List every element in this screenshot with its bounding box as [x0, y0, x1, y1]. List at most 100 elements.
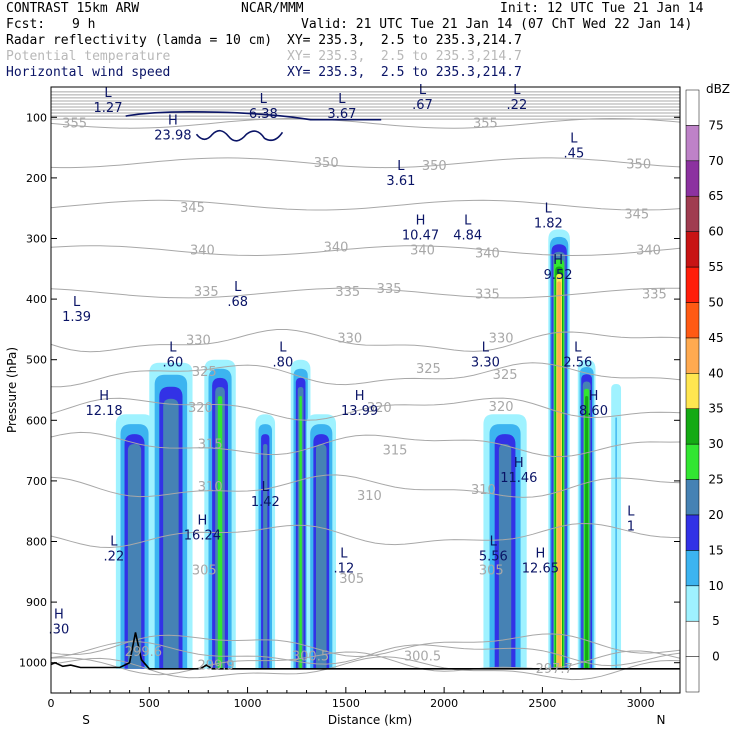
- wind-extremum-kind: L: [73, 295, 81, 310]
- wind-extremum-kind: H: [416, 213, 426, 228]
- theta-label: 330: [489, 332, 514, 347]
- wind-extremum-kind: L: [574, 341, 582, 356]
- wind-extremum-kind: L: [419, 83, 427, 98]
- colorbar-level: 75: [708, 118, 723, 132]
- colorbar-level: 10: [708, 579, 723, 593]
- colorbar-swatch: [685, 656, 700, 693]
- colorbar-level: 40: [708, 366, 723, 380]
- wind-extremum-kind: L: [627, 504, 635, 519]
- theta-label: 335: [475, 287, 500, 302]
- theta-contour-355: [51, 117, 680, 129]
- theta-contour-310: [51, 474, 680, 498]
- theta-contour-299.6: [51, 641, 680, 667]
- wind-extremum-kind: L: [234, 280, 242, 295]
- x-tick-label: 1500: [332, 697, 360, 710]
- reflectivity-column-5-20dbz: [316, 444, 327, 669]
- theta-label: 315: [383, 444, 408, 459]
- theta-label: 335: [642, 287, 667, 302]
- field-name-wind: Horizontal wind speed: [6, 65, 171, 80]
- wind-extremum-value: 1.27: [94, 101, 123, 116]
- theta-contour-350: [51, 157, 680, 169]
- wind-extremum-value: .45: [564, 147, 585, 162]
- contour-labels: 355 355 350 350 350 345 345 340 340 340 340 340 335 3…: [49, 83, 667, 677]
- colorbar-swatch: [685, 585, 700, 622]
- reflectivity-column-6-20dbz: [498, 444, 512, 669]
- wind-extremum-kind: L: [338, 92, 346, 107]
- field-name-reflectivity: Radar reflectivity (lamda = 10 cm): [6, 33, 273, 48]
- wind-extremum-value: 9.52: [544, 268, 573, 283]
- theta-label: 320: [367, 401, 392, 416]
- model-title: CONTRAST 15km ARW: [6, 1, 140, 16]
- north-label: N: [657, 713, 666, 727]
- colorbar-level: 25: [708, 473, 723, 487]
- theta-contour-320: [51, 397, 680, 421]
- wind-extremum-value: .67: [412, 98, 433, 113]
- field-xy-reflectivity: XY= 235.3, 2.5 to 235.3,214.7: [287, 33, 522, 48]
- wind-extremum-value: 3.30: [471, 356, 500, 371]
- theta-label: 340: [475, 247, 500, 262]
- valid-time: Valid: 21 UTC Tue 21 Jan 14 (07 ChT Wed …: [301, 17, 693, 32]
- forecast-label: Fcst:: [6, 17, 46, 32]
- colorbar-swatch: [685, 620, 700, 657]
- colorbar-level: 55: [708, 260, 723, 274]
- wind-extremum-value: 3.61: [386, 174, 415, 189]
- y-tick-label: 300: [26, 233, 47, 246]
- wind-extremum-kind: H: [99, 389, 109, 404]
- colorbar-level: 60: [708, 225, 723, 239]
- y-tick-label: 700: [26, 475, 47, 488]
- wind-extremum-value: .80: [273, 356, 294, 371]
- theta-contour-297.7: [51, 650, 680, 676]
- y-tick-label: 100: [26, 111, 47, 124]
- x-tick-label: 3000: [627, 697, 655, 710]
- wind-contours: [125, 111, 382, 142]
- wind-extremum-kind: L: [262, 480, 270, 495]
- theta-label: 325: [192, 365, 217, 380]
- theta-label: 355: [473, 116, 498, 131]
- colorbar-swatch: [685, 408, 700, 445]
- theta-label: 330: [186, 333, 211, 348]
- theta-label: 350: [314, 156, 339, 171]
- y-tick-label: 900: [26, 596, 47, 609]
- theta-label: 310: [357, 489, 382, 504]
- colorbar-swatch: [685, 195, 700, 232]
- theta-label: 300.5: [292, 650, 329, 665]
- colorbar-level: 50: [708, 296, 723, 310]
- reflectivity-column-8-30dbz: [585, 396, 589, 669]
- wind-extremum-kind: L: [104, 86, 112, 101]
- wind-extremum-kind: H: [536, 547, 546, 562]
- colorbar-level: 35: [708, 402, 723, 416]
- terrain-profile: [51, 632, 680, 670]
- theta-label: 335: [335, 285, 360, 300]
- colorbar-level: 0: [712, 650, 720, 664]
- theta-contour-325: [51, 362, 680, 388]
- wind-extremum-value: .12: [334, 562, 355, 577]
- colorbar-level: 65: [708, 189, 723, 203]
- wind-extremum-kind: L: [169, 341, 177, 356]
- wind-extremum-kind: H: [514, 456, 524, 471]
- theta-label: 325: [416, 362, 441, 377]
- x-tick-label: 2500: [528, 697, 556, 710]
- axes: 0 500 1000 1500 2000 2500 3000 100 200 300 400 500 6…: [19, 111, 680, 710]
- wind-extremum-value: 1.39: [62, 310, 91, 325]
- colorbar-swatch: [685, 160, 700, 197]
- theta-label: 305: [479, 564, 504, 579]
- y-tick-label: 200: [26, 172, 47, 185]
- reflectivity-column-9-10dbz: [615, 417, 617, 669]
- wind-extremum-value: 1.42: [251, 495, 280, 510]
- theta-label: 305: [339, 572, 364, 587]
- forecast-hour: 9 h: [72, 17, 96, 32]
- theta-label: 299.6: [125, 645, 162, 660]
- wind-extremum-kind: H: [198, 513, 208, 528]
- wind-extremum-value: 1.82: [534, 216, 563, 231]
- wind-extremum-value: .22: [104, 550, 125, 565]
- wind-extremum-kind: H: [168, 113, 178, 128]
- colorbar-swatch: [685, 550, 700, 587]
- colorbar-swatch: [685, 266, 700, 303]
- field-xy-wind: XY= 235.3, 2.5 to 235.3,214.7: [287, 65, 522, 80]
- colorbar-unit: dBZ: [706, 82, 730, 96]
- wind-extremum-value: .30: [49, 622, 70, 637]
- theta-contour-330: [51, 329, 680, 353]
- wind-extremum-value: 16.24: [184, 528, 221, 543]
- wind-extremum-kind: H: [553, 253, 563, 268]
- colorbar-level: 30: [708, 437, 723, 451]
